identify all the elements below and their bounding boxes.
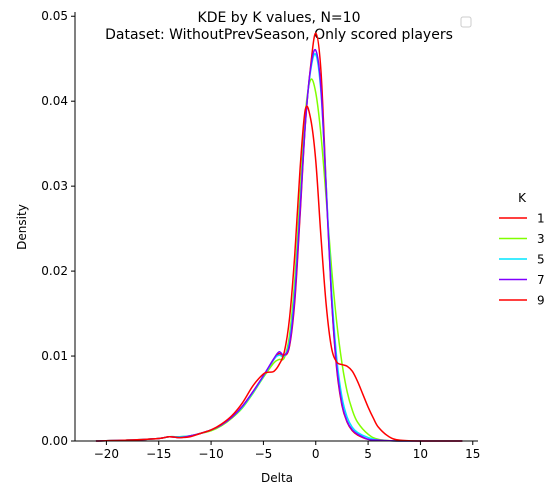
legend-title: K [518,191,527,205]
x-tick-label: 5 [364,447,372,461]
x-axis-label: Delta [261,471,293,485]
kde-line-k3 [95,78,463,442]
kde-line-k5 [95,52,463,442]
y-tick-label: 0.03 [41,179,68,193]
x-tick-label: −10 [198,447,223,461]
x-tick-label: 10 [413,447,428,461]
x-tick-label: 0 [312,447,320,461]
y-tick-label: 0.04 [41,94,68,108]
chart-title: KDE by K values, N=10 [198,10,361,26]
plot-area: −20 −15 −10 −5 0 5 10 15 0.000.010.020.030.040.… [41,9,480,461]
legend-label-k1: 1 [537,212,545,226]
y-tick-label: 0.05 [41,9,68,23]
x-tick-label: −5 [255,447,273,461]
legend-label-k3: 3 [537,232,545,246]
x-tick-label: −20 [94,447,119,461]
y-tick-label: 0.01 [41,349,68,363]
x-tick-label: −15 [146,447,171,461]
legend-label-k5: 5 [537,253,545,267]
kde-line-k1 [95,32,463,442]
empty-legend-box [460,16,472,28]
x-axis-ticks: −20 −15 −10 −5 0 5 10 15 [94,441,480,461]
legend-label-k7: 7 [537,273,545,287]
legend-label-k9: 9 [537,294,545,308]
legend: K 1 3 5 7 9 [499,191,545,308]
kde-curves [95,32,463,442]
y-tick-label: 0.00 [41,434,68,448]
kde-line-k7 [95,48,463,442]
y-axis-ticks: 0.00 0.01 0.02 0.03 0.04 0.05 [41,9,75,448]
chart-subtitle: Dataset: WithoutPrevSeason, Only scored … [105,27,453,43]
y-tick-label: 0.02 [41,264,68,278]
kde-line-k9 [95,105,463,442]
x-tick-label: 15 [465,447,480,461]
y-axis-label: Density [15,204,29,250]
